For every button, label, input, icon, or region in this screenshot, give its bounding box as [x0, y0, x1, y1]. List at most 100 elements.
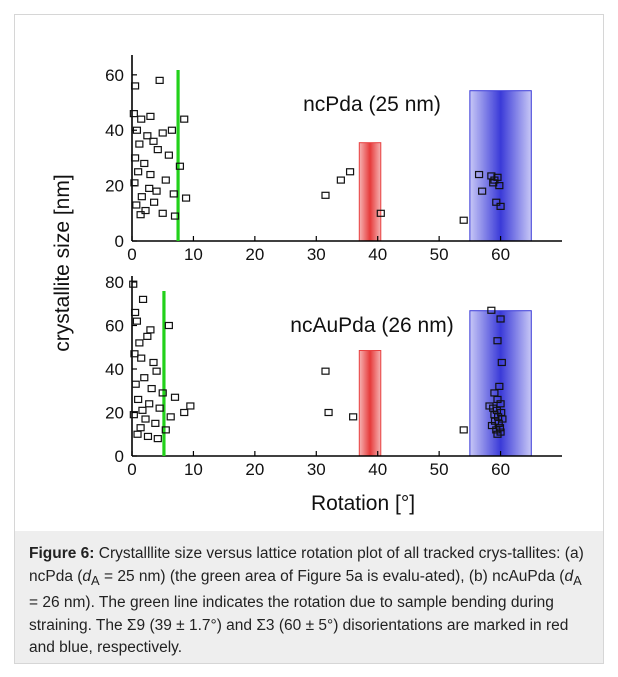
data-point: [141, 206, 150, 215]
data-point: [134, 395, 143, 404]
data-point: [150, 198, 159, 206]
data-point: [130, 82, 140, 90]
data-point: [143, 432, 153, 441]
data-point: [493, 173, 502, 181]
figure-frame: 0 10 20 30 40 50 60 0 20 40 60 ncPda (25 nm) 0 10 20 3…: [14, 14, 604, 664]
data-point: [169, 190, 178, 198]
data-point: [155, 404, 164, 412]
data-point: [146, 326, 155, 334]
data-point: [487, 306, 496, 314]
x-tick-label: 10: [184, 245, 203, 264]
data-point: [130, 154, 140, 162]
panel-ncpda: 0 10 20 30 40 50 60 0 20 40 60 ncPda (25 nm): [105, 55, 562, 264]
data-point: [129, 280, 138, 288]
data-point: [459, 216, 468, 224]
data-point: [496, 315, 505, 323]
data-point: [166, 413, 175, 421]
data-point: [474, 170, 484, 179]
data-point: [129, 110, 138, 118]
caption-text-1: Crystalllite size versus lattice rotatio…: [29, 545, 584, 585]
data-point: [170, 212, 180, 220]
data-point: [145, 400, 154, 408]
data-point: [132, 317, 142, 325]
data-point: [152, 367, 161, 375]
data-point: [143, 332, 152, 340]
data-point: [151, 419, 160, 427]
data-point: [155, 76, 164, 84]
x-tick-label: 0: [127, 245, 136, 264]
data-point: [180, 115, 189, 123]
data-point: [137, 115, 146, 123]
x-axis-label: Rotation [°]: [311, 492, 415, 515]
data-point: [129, 411, 138, 419]
data-point: [153, 146, 162, 154]
data-point: [145, 184, 154, 192]
caption-d-symbol: d: [82, 567, 92, 585]
x-tick-label: 10: [184, 460, 203, 479]
x-tick-label: 40: [368, 460, 387, 479]
data-point: [345, 168, 355, 176]
data-point: [336, 176, 345, 184]
data-point: [149, 358, 158, 367]
data-point: [496, 202, 505, 210]
sigma9-band: [358, 142, 382, 242]
y-tick-label: 20: [105, 404, 124, 423]
chart-area: 0 10 20 30 40 50 60 0 20 40 60 ncPda (25 nm) 0 10 20 3…: [51, 55, 562, 515]
caption-text-3: = 26 nm). The green line indicates the r…: [29, 594, 569, 657]
data-point: [130, 350, 139, 358]
y-tick-label: 0: [115, 232, 124, 251]
data-point: [136, 211, 145, 219]
data-point: [180, 408, 189, 417]
data-point: [130, 179, 139, 187]
caption-d-symbol-2: d: [564, 567, 574, 585]
data-point: [149, 137, 158, 145]
data-point: [136, 424, 145, 432]
data-point: [376, 209, 385, 217]
data-point: [493, 430, 502, 438]
x-tick-label: 30: [307, 245, 326, 264]
x-tick-label: 40: [368, 245, 387, 264]
y-axis-label: crystallite size [nm]: [51, 174, 74, 351]
panel-title: ncAuPda (26 nm): [290, 314, 453, 337]
data-point: [181, 194, 191, 202]
y-tick-label: 80: [105, 273, 124, 292]
data-point: [130, 308, 140, 317]
data-point: [487, 421, 497, 430]
data-point: [152, 187, 161, 195]
data-point: [146, 170, 155, 179]
data-point: [493, 337, 502, 345]
data-point: [143, 132, 152, 140]
figure-caption: Figure 6: Crystalllite size versus latti…: [15, 531, 603, 663]
data-point: [497, 358, 506, 367]
data-point: [324, 408, 333, 417]
data-point: [131, 380, 140, 388]
data-point: [153, 435, 162, 443]
data-point: [137, 193, 146, 201]
data-point: [140, 159, 149, 168]
data-point: [170, 393, 180, 401]
x-tick-label: 20: [245, 245, 264, 264]
data-point: [135, 140, 144, 148]
data-point: [158, 129, 167, 137]
data-point: [133, 430, 142, 438]
y-tick-label: 60: [105, 317, 124, 336]
data-point: [349, 413, 358, 421]
data-point: [138, 295, 148, 303]
data-point: [141, 415, 150, 423]
data-point: [167, 126, 177, 134]
y-tick-label: 60: [105, 66, 124, 85]
x-tick-label: 30: [307, 460, 326, 479]
data-point: [321, 367, 330, 375]
data-point: [495, 382, 504, 390]
data-point: [164, 151, 173, 159]
x-tick-label: 50: [430, 460, 449, 479]
data-point: [175, 162, 185, 170]
data-point: [138, 406, 147, 414]
data-point: [140, 374, 149, 382]
x-tick-label: 60: [491, 460, 510, 479]
data-point: [478, 187, 487, 195]
data-point: [135, 339, 144, 347]
data-point: [492, 198, 501, 206]
panel-title: ncPda (25 nm): [303, 93, 441, 116]
data-point: [158, 389, 167, 397]
